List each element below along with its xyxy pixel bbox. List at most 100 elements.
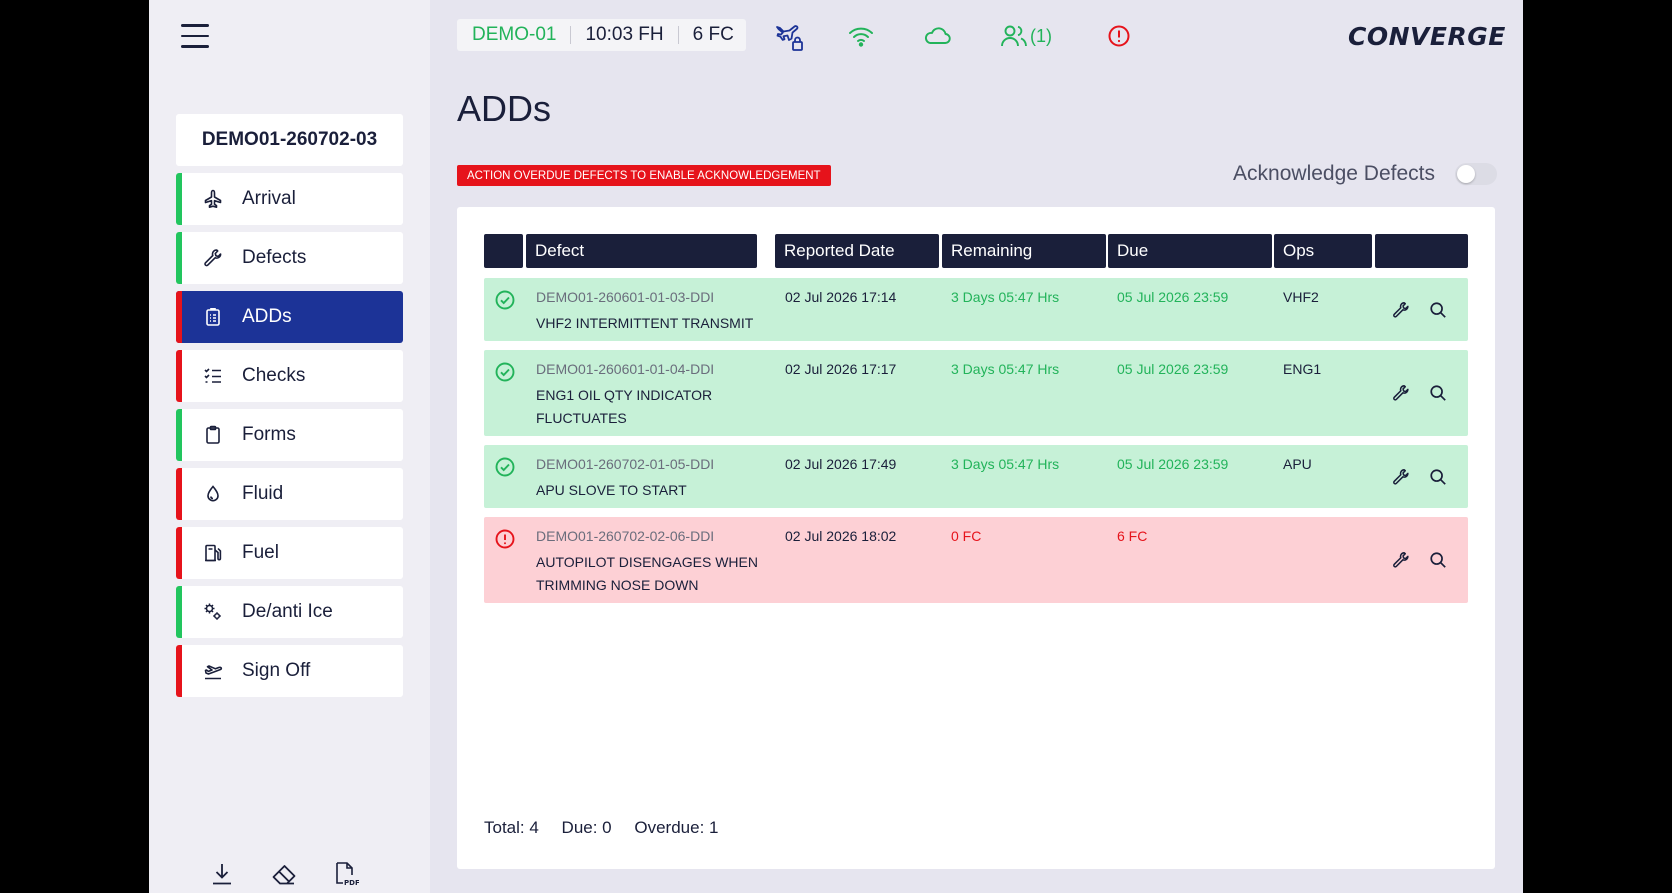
sidebar-item-label: De/anti Ice <box>242 601 333 622</box>
ops: VHF2 <box>1283 289 1319 305</box>
ops: ENG1 <box>1283 361 1322 377</box>
sidebar-item-fuel[interactable]: Fuel <box>176 527 403 579</box>
search-icon[interactable] <box>1428 467 1448 487</box>
remaining: 3 Days 05:47 Hrs <box>951 456 1060 472</box>
sidebar-item-de-anti-ice[interactable]: De/anti Ice <box>176 586 403 638</box>
cloud-icon[interactable] <box>923 18 951 54</box>
table-header: Defect Reported Date Remaining Due Ops <box>484 234 1468 268</box>
app-window: DEMO01-260702-03 Arrival Defects <box>149 0 1523 893</box>
acknowledge-toggle[interactable] <box>1455 163 1497 185</box>
table-row[interactable]: DEMO01-260601-01-03-DDI VHF2 INTERMITTEN… <box>484 278 1468 341</box>
pdf-icon[interactable]: PDF <box>333 860 359 888</box>
wifi-icon[interactable] <box>848 18 874 54</box>
table-row[interactable]: DEMO01-260601-01-04-DDI ENG1 OIL QTY IND… <box>484 350 1468 436</box>
download-icon[interactable] <box>209 860 235 888</box>
defect-description: ENG1 OIL QTY INDICATOR FLUCTUATES <box>536 387 713 426</box>
sidebar-item-forms[interactable]: Forms <box>176 409 403 461</box>
check-circle-icon <box>495 457 515 477</box>
total-count: Total: 4 <box>484 818 539 837</box>
wrench-icon[interactable] <box>1391 300 1411 320</box>
registration: DEMO-01 <box>472 24 557 45</box>
defect-code: DEMO01-260601-01-03-DDI <box>536 289 715 305</box>
reported-date: 02 Jul 2026 18:02 <box>785 528 897 544</box>
reported-date: 02 Jul 2026 17:14 <box>785 289 897 305</box>
sidebar-item-fluid[interactable]: Fluid <box>176 468 403 520</box>
col-ops[interactable]: Ops <box>1274 234 1372 268</box>
sidebar-item-label: Fluid <box>242 483 284 504</box>
brand-logo: CONVERGE <box>1348 22 1506 51</box>
status-bar <box>176 645 182 697</box>
checklist-icon <box>203 366 223 386</box>
ops: APU <box>1283 456 1312 472</box>
acknowledge-defects: Acknowledge Defects <box>1233 162 1497 186</box>
table-totals: Total: 4 Due: 0 Overdue: 1 <box>484 818 736 838</box>
users-indicator[interactable]: (1) <box>1000 18 1052 54</box>
reported-date: 02 Jul 2026 17:17 <box>785 361 897 377</box>
due-date: 05 Jul 2026 23:59 <box>1117 289 1229 305</box>
col-defect[interactable]: Defect <box>526 234 757 268</box>
clipboard-list-icon <box>203 307 223 327</box>
defect-description: APU SLOVE TO START <box>536 482 687 498</box>
airplane-icon <box>203 189 223 209</box>
overdue-count: Overdue: 1 <box>634 818 719 837</box>
users-icon <box>1000 24 1028 48</box>
search-icon[interactable] <box>1428 300 1448 320</box>
eraser-icon[interactable] <box>271 860 297 888</box>
due-count: Due: 0 <box>561 818 612 837</box>
overdue-banner: ACTION OVERDUE DEFECTS TO ENABLE ACKNOWL… <box>457 165 831 186</box>
table-body: DEMO01-260601-01-03-DDI VHF2 INTERMITTEN… <box>484 278 1468 612</box>
remaining: 0 FC <box>951 528 982 544</box>
status-bar <box>176 409 182 461</box>
status-bar <box>176 468 182 520</box>
status-bar-top: DEMO-01 10:03 FH 6 FC <box>457 19 746 51</box>
gears-icon <box>203 602 223 622</box>
flight-id: DEMO01-260702-03 <box>176 114 403 166</box>
clipboard-icon <box>203 425 223 445</box>
status-bar <box>176 586 182 638</box>
users-count: (1) <box>1030 25 1052 46</box>
svg-text:PDF: PDF <box>344 879 359 887</box>
col-actions <box>1375 234 1468 268</box>
adds-panel: Defect Reported Date Remaining Due Ops D… <box>457 207 1495 869</box>
divider <box>570 26 572 44</box>
sidebar-item-label: ADDs <box>242 306 292 327</box>
due-date: 05 Jul 2026 23:59 <box>1117 456 1229 472</box>
col-status <box>484 234 523 268</box>
sidebar-nav: Arrival Defects ADDs <box>176 173 403 704</box>
sidebar-item-label: Sign Off <box>242 660 311 681</box>
check-circle-icon <box>495 290 515 310</box>
wrench-icon[interactable] <box>1391 467 1411 487</box>
alert-icon[interactable] <box>1107 18 1131 54</box>
sidebar-item-defects[interactable]: Defects <box>176 232 403 284</box>
col-due[interactable]: Due <box>1108 234 1272 268</box>
sidebar: DEMO01-260702-03 Arrival Defects <box>149 0 430 893</box>
wrench-icon[interactable] <box>1391 550 1411 570</box>
wrench-icon[interactable] <box>1391 383 1411 403</box>
sidebar-item-sign-off[interactable]: Sign Off <box>176 645 403 697</box>
table-row[interactable]: DEMO01-260702-02-06-DDI AUTOPILOT DISENG… <box>484 517 1468 603</box>
status-icons: (1) <box>774 18 1134 54</box>
col-remaining[interactable]: Remaining <box>942 234 1106 268</box>
sidebar-item-checks[interactable]: Checks <box>176 350 403 402</box>
col-reported[interactable]: Reported Date <box>775 234 939 268</box>
sidebar-item-label: Checks <box>242 365 306 386</box>
sidebar-tools: PDF <box>209 860 379 888</box>
droplet-icon <box>203 484 223 504</box>
table-row[interactable]: DEMO01-260702-01-05-DDI APU SLOVE TO STA… <box>484 445 1468 508</box>
sidebar-item-label: Defects <box>242 247 307 268</box>
wrench-icon <box>203 248 223 268</box>
flight-lock-icon[interactable] <box>774 18 806 54</box>
defect-description: AUTOPILOT DISENGAGES WHEN TRIMMING NOSE … <box>536 554 758 593</box>
menu-icon[interactable] <box>181 24 209 50</box>
sidebar-item-adds[interactable]: ADDs <box>176 291 403 343</box>
remaining: 3 Days 05:47 Hrs <box>951 361 1060 377</box>
flight-hours: 10:03 FH <box>585 24 664 45</box>
sidebar-item-arrival[interactable]: Arrival <box>176 173 403 225</box>
search-icon[interactable] <box>1428 550 1448 570</box>
toggle-knob <box>1457 165 1475 183</box>
divider <box>677 26 679 44</box>
acknowledge-label: Acknowledge Defects <box>1233 162 1435 185</box>
status-bar <box>176 291 182 343</box>
reported-date: 02 Jul 2026 17:49 <box>785 456 897 472</box>
search-icon[interactable] <box>1428 383 1448 403</box>
